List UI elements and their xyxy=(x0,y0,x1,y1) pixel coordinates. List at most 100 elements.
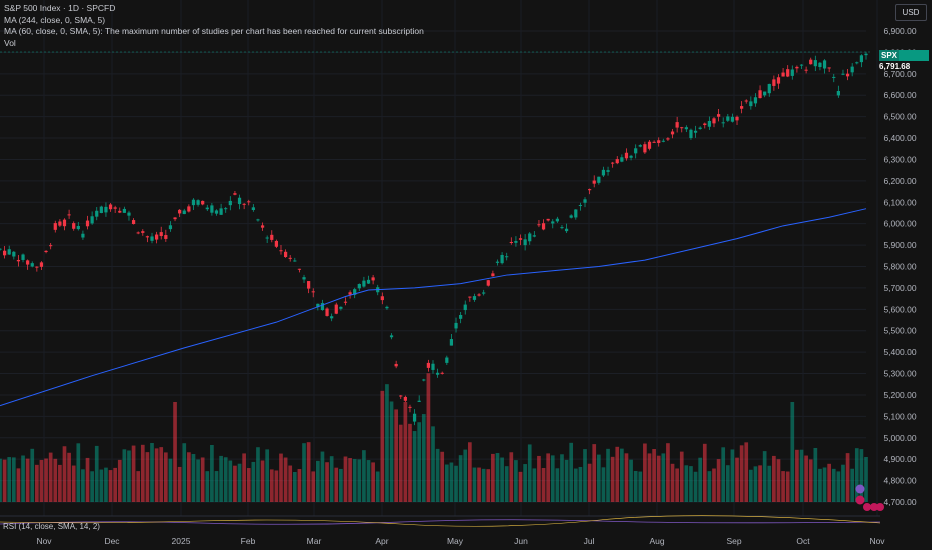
time-tick-label: 2025 xyxy=(172,536,191,546)
volume-bar xyxy=(136,471,141,502)
flag-icon[interactable] xyxy=(870,503,878,511)
candle-body xyxy=(721,122,725,124)
volume-bar xyxy=(449,462,454,502)
candle-body xyxy=(224,208,228,210)
candle-body xyxy=(555,218,559,222)
rsi-legend[interactable]: RSI (14, close, SMA, 14, 2) xyxy=(3,522,100,531)
candle-body xyxy=(836,90,840,96)
volume-bar xyxy=(670,463,675,502)
event-icons[interactable] xyxy=(855,484,885,512)
flag-icon[interactable] xyxy=(876,503,884,511)
volume-bar xyxy=(606,448,610,502)
volume-bar xyxy=(587,463,592,502)
time-tick-label: Oct xyxy=(796,536,810,546)
candle-body xyxy=(652,141,656,143)
volume-bar xyxy=(62,446,67,502)
legend-ma-244[interactable]: MA (244, close, 0, SMA, 5) xyxy=(4,14,106,25)
volume-bar xyxy=(196,459,200,502)
volume-bar xyxy=(288,465,293,502)
candle-body xyxy=(67,214,71,216)
volume-bar xyxy=(864,456,868,502)
time-axis[interactable]: Nov Dec 2025 Feb Mar Apr May Jun Jul Aug Sep Oct Nov xyxy=(36,536,885,546)
candle-body xyxy=(242,203,246,205)
candle-body xyxy=(187,206,191,212)
candle-body xyxy=(256,219,260,221)
candle-body xyxy=(307,281,311,289)
candle-body xyxy=(39,262,44,267)
price-axis[interactable]: 4,700.00 4,800.00 4,900.00 5,000.00 5,100.00… xyxy=(883,26,916,507)
volume-bar xyxy=(30,448,35,502)
candle-body xyxy=(145,236,150,238)
volume-bar xyxy=(753,466,758,502)
volume-bar xyxy=(283,457,288,502)
candle-body xyxy=(491,273,495,277)
volume-bar xyxy=(274,470,279,502)
volume-bar xyxy=(633,470,638,502)
volume-bar xyxy=(629,459,633,502)
volume-bar xyxy=(468,442,472,502)
legend-volume[interactable]: Vol xyxy=(4,37,16,48)
volume-bar xyxy=(168,458,173,502)
candle-body xyxy=(399,395,403,397)
flag-icon[interactable] xyxy=(855,495,865,505)
volume-bar xyxy=(435,448,440,502)
candle-body xyxy=(182,210,186,215)
candle-body xyxy=(76,225,80,230)
volume-bar xyxy=(481,468,486,502)
candle-body xyxy=(81,233,85,238)
candle-body xyxy=(606,170,610,172)
candle-body xyxy=(763,91,767,96)
candle-body xyxy=(726,116,730,121)
legend-ma-60[interactable]: MA (60, close, 0, SMA, 5): The maximum n… xyxy=(4,26,424,36)
time-tick-label: Mar xyxy=(307,536,322,546)
volume-bar xyxy=(2,459,7,502)
volume-bar xyxy=(679,451,684,502)
candle-body xyxy=(472,296,477,300)
price-tick-label: 5,900.00 xyxy=(883,240,916,250)
flag-icon[interactable] xyxy=(863,503,871,511)
candle-body xyxy=(505,256,509,258)
candle-body xyxy=(569,215,573,218)
currency-button[interactable]: USD xyxy=(895,4,927,21)
volume-bar xyxy=(357,459,362,502)
candle-body xyxy=(99,206,103,214)
volume-bar xyxy=(127,450,131,502)
price-badge-value: 6,791.68 xyxy=(879,62,911,71)
volume-bar xyxy=(11,457,16,502)
volume-bar xyxy=(431,426,435,502)
candle-body xyxy=(366,279,371,284)
volume-bar xyxy=(352,459,357,502)
candle-body xyxy=(178,209,182,214)
candle-body xyxy=(357,283,361,289)
candle-body xyxy=(564,228,569,232)
volume-bar xyxy=(804,455,808,502)
candle-body xyxy=(546,218,550,221)
volume-bar xyxy=(85,457,90,502)
price-tick-label: 5,100.00 xyxy=(883,411,916,421)
volume-bar xyxy=(444,464,449,502)
volume-bar xyxy=(785,471,790,502)
volume-bar xyxy=(228,460,233,502)
candle-body xyxy=(426,362,431,368)
candle-body xyxy=(601,169,606,176)
candle-body xyxy=(293,260,297,262)
volume-bar xyxy=(297,469,302,502)
candle-body xyxy=(560,227,564,229)
candle-body xyxy=(228,200,232,206)
volume-bar xyxy=(795,449,799,502)
price-tick-label: 5,600.00 xyxy=(883,304,916,314)
candle-body xyxy=(0,248,2,250)
volume-bar xyxy=(845,453,850,502)
volume-bar xyxy=(689,466,693,502)
lightning-icon[interactable] xyxy=(855,484,865,494)
volume-bar xyxy=(491,453,495,502)
volume-bar xyxy=(122,449,127,502)
candle-body xyxy=(666,138,670,140)
volume-bar xyxy=(58,464,62,502)
volume-bar xyxy=(813,447,818,502)
volume-bar xyxy=(334,467,339,502)
volume-bar xyxy=(532,468,537,502)
candle-body xyxy=(362,280,366,287)
candle-body xyxy=(523,239,527,246)
